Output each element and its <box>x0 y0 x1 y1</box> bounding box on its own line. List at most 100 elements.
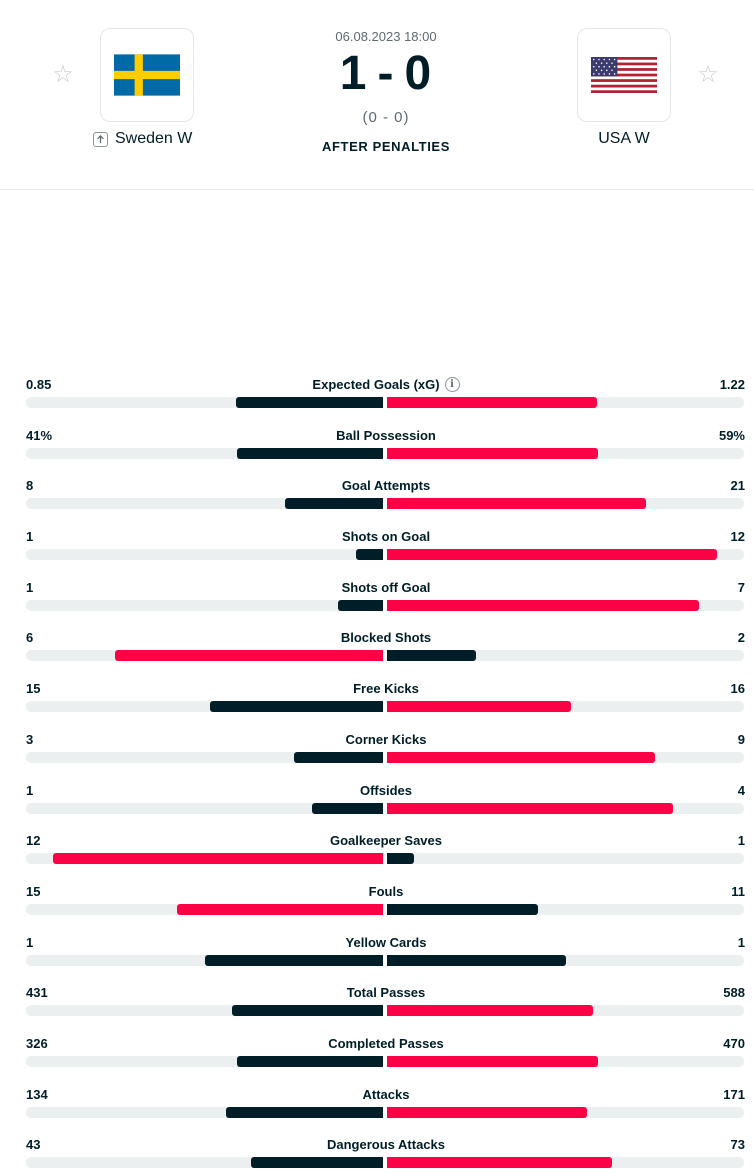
stat-away-bar <box>387 954 566 966</box>
stat-away-value: 16 <box>730 681 745 697</box>
stat-home-value: 6 <box>26 630 34 646</box>
away-score: 0 <box>404 47 433 100</box>
info-icon[interactable]: i <box>444 377 460 392</box>
stat-row: 15 Fouls 11 <box>0 881 754 932</box>
stat-category-label: Yellow Cards <box>345 934 427 950</box>
stat-home-track <box>26 751 383 763</box>
stat-home-value: 15 <box>26 681 41 697</box>
stat-away-value: 588 <box>723 985 745 1001</box>
stat-category: Total Passes <box>236 985 536 1000</box>
stat-away-bar <box>387 751 655 763</box>
stat-row: 326 Completed Passes 470 <box>0 1033 754 1084</box>
stat-row: 12 Goalkeeper Saves 1 <box>0 830 754 881</box>
score-separator: - <box>377 47 395 100</box>
stat-away-bar <box>387 447 598 459</box>
star-icon[interactable]: ☆ <box>697 61 719 88</box>
stat-home-bar <box>210 701 383 713</box>
stat-away-bar <box>387 549 717 561</box>
stat-away-value: 73 <box>730 1137 745 1153</box>
stat-away-bar <box>387 903 539 915</box>
stat-away-bar <box>387 397 598 408</box>
stat-away-track <box>387 549 744 561</box>
stat-category-label: Fouls <box>368 883 404 899</box>
stat-away-value: 1.22 <box>719 377 745 392</box>
stat-home-track <box>26 599 383 611</box>
stat-home-track <box>26 853 383 865</box>
stat-category-label: Goal Attempts <box>341 478 431 494</box>
stat-category: Free Kicks <box>236 681 536 696</box>
stat-home-track <box>26 1106 383 1118</box>
stat-row: 43 Dangerous Attacks 73 <box>0 1134 754 1173</box>
stat-row: 15 Free Kicks 16 <box>0 678 754 729</box>
home-team-logo[interactable] <box>100 28 194 122</box>
stat-category-label: Total Passes <box>346 985 426 1001</box>
away-team-name[interactable]: USA W <box>598 130 650 147</box>
stat-row: 1 Yellow Cards 1 <box>0 932 754 983</box>
stat-away-bar <box>387 1106 588 1118</box>
halftime-score: (0 - 0) <box>362 109 410 126</box>
stat-away-value: 9 <box>737 731 745 747</box>
stat-home-bar <box>236 447 383 459</box>
stat-home-value: 3 <box>26 731 34 747</box>
stat-home-track <box>26 650 383 662</box>
stat-home-bar <box>284 498 383 510</box>
stat-category: Offsides <box>236 783 536 798</box>
star-icon[interactable]: ☆ <box>52 61 74 88</box>
stat-away-bar <box>387 853 415 865</box>
stat-home-track <box>26 954 383 966</box>
stat-home-value: 0.85 <box>26 377 52 392</box>
home-team-name[interactable]: Sweden W <box>93 130 192 148</box>
stat-home-value: 41% <box>26 427 53 443</box>
stat-home-track <box>26 397 383 408</box>
stat-home-track <box>26 802 383 814</box>
stat-away-value: 171 <box>723 1086 745 1102</box>
stat-home-value: 326 <box>26 1035 48 1051</box>
stat-home-bar <box>226 1106 383 1118</box>
stat-category: Yellow Cards <box>236 935 536 950</box>
stat-category-label: Shots off Goal <box>341 579 431 595</box>
stat-away-bar <box>387 1157 612 1169</box>
stat-home-bar <box>232 1005 383 1017</box>
stat-row: 3 Corner Kicks 9 <box>0 729 754 780</box>
stat-row: 1 Offsides 4 <box>0 780 754 831</box>
stat-category: Goalkeeper Saves <box>236 833 536 848</box>
stat-category: Ball Possession <box>236 428 536 443</box>
stat-category-label: Corner Kicks <box>345 731 427 747</box>
home-score: 1 <box>339 47 368 100</box>
stat-home-bar <box>236 1055 383 1067</box>
stat-away-value: 470 <box>723 1035 745 1051</box>
away-team-logo[interactable] <box>577 28 671 122</box>
stat-away-bar <box>387 498 646 510</box>
stat-home-bar <box>293 751 383 763</box>
stat-away-value: 4 <box>737 782 745 798</box>
stat-row: 1 Shots on Goal 12 <box>0 526 754 577</box>
match-datetime: 06.08.2023 18:00 <box>335 29 437 44</box>
match-header: ☆ Sweden W 06.08.2023 18:00 1-0 (0 - 0) … <box>0 0 754 190</box>
stat-home-track <box>26 498 383 510</box>
stat-row: 431 Total Passes 588 <box>0 982 754 1033</box>
stat-home-bar <box>53 853 383 865</box>
stat-away-value: 12 <box>730 529 745 545</box>
stat-home-track <box>26 1005 383 1017</box>
stat-category-label: Shots on Goal <box>341 529 431 545</box>
stat-category-label: Ball Possession <box>336 427 436 443</box>
stat-home-value: 431 <box>26 985 48 1001</box>
stat-away-bar <box>387 1055 598 1067</box>
stat-category-label: Offsides <box>359 782 412 798</box>
stat-away-track <box>387 701 744 713</box>
stat-home-bar <box>355 549 383 561</box>
stat-away-value: 21 <box>730 478 745 494</box>
stat-away-track <box>387 599 744 611</box>
stat-away-track <box>387 802 744 814</box>
stat-row: 41% Ball Possession 59% <box>0 425 754 476</box>
stat-home-bar <box>338 599 383 611</box>
arrow-up-icon <box>93 131 108 147</box>
stat-home-track <box>26 447 383 459</box>
stat-category: Corner Kicks <box>236 732 536 747</box>
stat-away-track <box>387 853 744 865</box>
stat-away-value: 59% <box>718 427 745 443</box>
stat-home-track <box>26 1157 383 1169</box>
stat-home-track <box>26 701 383 713</box>
stat-away-value: 1 <box>737 833 745 849</box>
stat-category: Shots on Goal <box>236 529 536 544</box>
